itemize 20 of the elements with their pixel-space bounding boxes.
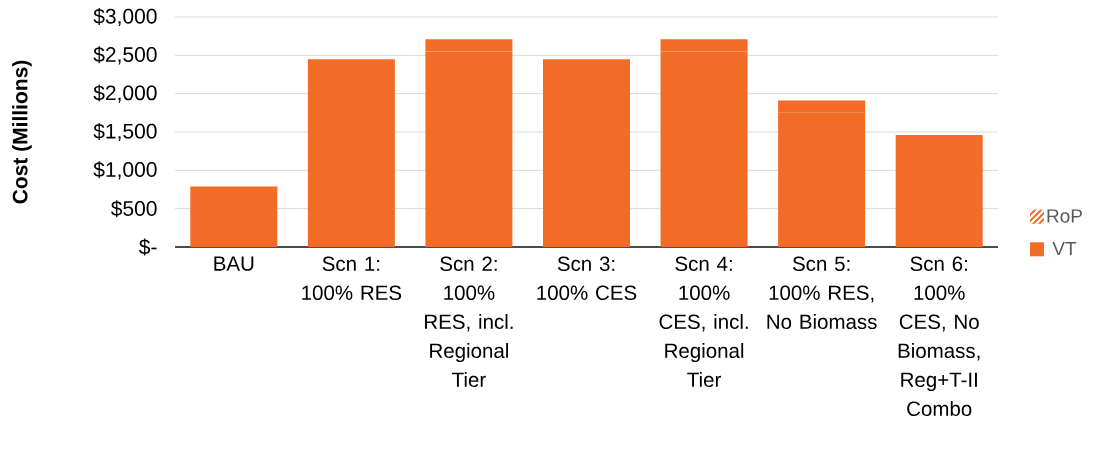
- y-tick-label: $1,000: [93, 161, 157, 180]
- y-tick-label: $1,500: [93, 122, 157, 142]
- x-tick-label: Scn 2: 100% RES, incl. Regional Tier: [425, 256, 513, 388]
- y-tick-label: $2,000: [93, 84, 157, 103]
- bar: [307, 59, 395, 247]
- x-tick-label: Scn 6: 100% CES, No Biomass, Reg+T-II Combo: [898, 256, 980, 417]
- y-tick-label: $3,000: [93, 7, 157, 27]
- legend-label: RoP: [1047, 209, 1082, 223]
- y-axis-title: Cost (Millions): [12, 60, 32, 204]
- x-tick-label: Scn 1: 100% RES: [302, 256, 402, 301]
- legend-label: VT: [1052, 242, 1077, 256]
- y-tick-label: $500: [110, 200, 157, 218]
- y-tick-label: $-: [139, 238, 157, 256]
- x-tick-label: Scn 5: 100% RES, No Biomass: [767, 256, 877, 330]
- x-tick-label: Scn 3: 100% CES: [537, 256, 637, 301]
- bar: [190, 186, 278, 247]
- x-tick-label: Scn 4: 100% CES, incl. Regional Tier: [659, 256, 748, 388]
- x-tick-label: BAU: [214, 256, 254, 271]
- y-tick-label: $2,500: [93, 46, 157, 65]
- bar: [543, 59, 630, 247]
